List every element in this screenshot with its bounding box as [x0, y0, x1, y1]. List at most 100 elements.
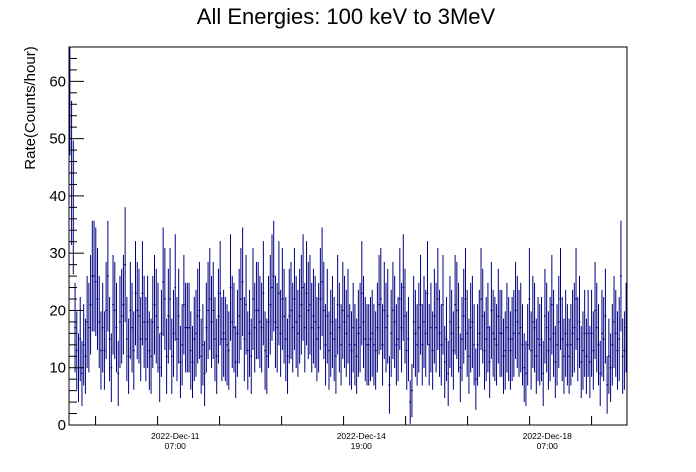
y-tick-label: 50 [49, 131, 66, 148]
data-point [96, 248, 99, 350]
data-point [405, 311, 408, 390]
data-point [127, 318, 130, 394]
data-point [594, 261, 596, 360]
data-point [81, 340, 83, 407]
data-point [91, 220, 94, 332]
data-point [607, 318, 610, 394]
data-point [110, 333, 113, 403]
data-point [316, 297, 318, 382]
data-point [87, 282, 90, 373]
data-point [143, 275, 146, 369]
y-tick-label: 10 [49, 360, 66, 377]
data-point [533, 282, 536, 373]
data-point [79, 297, 82, 382]
data-point [132, 311, 135, 390]
data-point [362, 275, 365, 369]
data-point [431, 311, 434, 390]
data-point [578, 275, 581, 369]
data-point [587, 289, 590, 377]
data-point [269, 254, 272, 355]
data-point [122, 254, 125, 355]
data-point [250, 318, 253, 394]
data-point [379, 248, 382, 350]
data-point [267, 275, 270, 369]
data-point [293, 248, 296, 350]
data-point [224, 297, 227, 382]
data-point [347, 268, 349, 364]
data-point [94, 227, 97, 337]
data-point [364, 297, 367, 382]
data-point [435, 282, 438, 373]
data-point [449, 275, 451, 369]
data-point [542, 340, 545, 407]
data-point [174, 234, 177, 341]
data-point [466, 289, 469, 377]
data-point [252, 248, 254, 350]
data-point [462, 268, 465, 364]
data-point [125, 297, 128, 382]
data-point [338, 282, 341, 373]
data-point [309, 254, 311, 355]
data-point [181, 304, 184, 386]
data-point [599, 340, 602, 407]
data-point [215, 318, 218, 394]
data-point [523, 333, 526, 403]
data-point [459, 333, 462, 403]
data-point [497, 268, 500, 364]
data-point [360, 241, 363, 346]
data-point [271, 234, 273, 341]
data-point [563, 318, 565, 394]
data-point [160, 289, 163, 377]
x-axis: 2022-Dec-1107:002022-Dec-1419:002022-Dec… [95, 416, 593, 451]
data-point [559, 248, 562, 350]
data-point [131, 282, 133, 373]
plot-frame [68, 46, 628, 426]
data-point [188, 282, 190, 373]
data-point [614, 289, 617, 377]
x-tick-date-label: 2022-Dec-18 [523, 431, 572, 441]
data-point [144, 297, 147, 382]
data-point [343, 275, 346, 369]
data-point [485, 297, 488, 382]
data-point [352, 282, 355, 373]
data-point [335, 318, 337, 394]
data-point [129, 261, 132, 360]
data-point [151, 275, 154, 369]
data-point [530, 311, 533, 390]
data-point [207, 261, 209, 360]
data-point [319, 248, 322, 350]
data-point [502, 318, 505, 394]
data-point [568, 318, 571, 394]
data-point [172, 289, 175, 377]
data-point [507, 297, 510, 382]
data-point [297, 289, 299, 377]
data-point [440, 304, 443, 386]
data-point [328, 311, 330, 390]
data-point [613, 275, 615, 369]
data-point [611, 304, 614, 386]
data-point [378, 254, 380, 355]
data-point [258, 275, 261, 369]
data-point [205, 282, 208, 373]
y-tick-label: 60 [49, 73, 66, 90]
data-point [119, 275, 121, 369]
data-point [374, 311, 377, 390]
data-point [369, 297, 372, 382]
data-point [471, 275, 474, 369]
data-point [348, 304, 351, 386]
data-point [176, 297, 178, 382]
data-point [602, 297, 605, 382]
data-point [478, 289, 481, 377]
data-point [531, 275, 534, 369]
data-point [158, 333, 161, 403]
data-point [474, 348, 477, 410]
data-point [295, 275, 298, 369]
data-point [115, 282, 118, 373]
data-point [573, 282, 576, 373]
data-point [438, 289, 441, 377]
data-point [576, 297, 579, 382]
data-point [609, 333, 612, 403]
data-point [430, 282, 432, 373]
data-point [592, 311, 595, 390]
